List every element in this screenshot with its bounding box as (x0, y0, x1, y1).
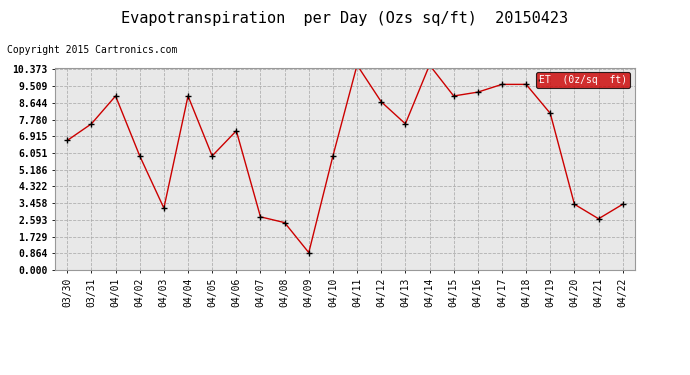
Text: Copyright 2015 Cartronics.com: Copyright 2015 Cartronics.com (7, 45, 177, 55)
Text: Evapotranspiration  per Day (Ozs sq/ft)  20150423: Evapotranspiration per Day (Ozs sq/ft) 2… (121, 11, 569, 26)
Legend: ET  (0z/sq  ft): ET (0z/sq ft) (536, 72, 630, 88)
